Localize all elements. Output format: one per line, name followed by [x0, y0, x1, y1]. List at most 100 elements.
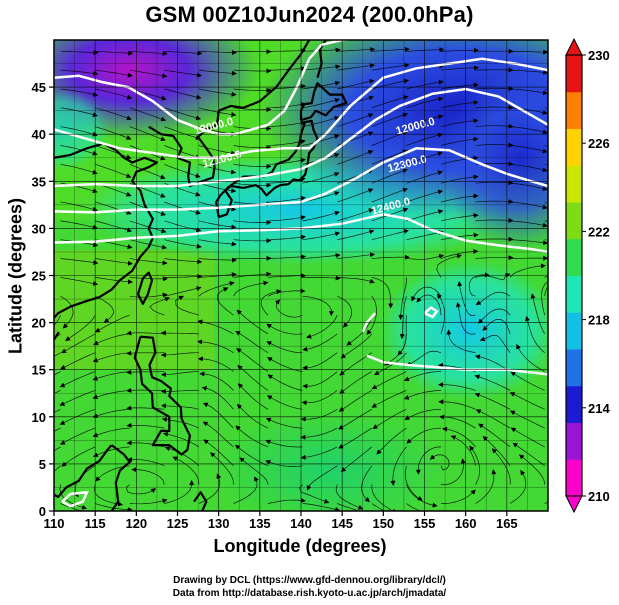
- wind-arrow: [92, 357, 99, 363]
- x-tick-label: 120: [125, 516, 147, 531]
- streamline: [411, 286, 442, 301]
- colorbar-min-arrow: [565, 495, 583, 514]
- streamline: [93, 390, 130, 399]
- streamline: [54, 390, 61, 394]
- streamline: [439, 401, 476, 410]
- wind-arrow: [368, 113, 374, 118]
- streamline: [95, 50, 133, 54]
- wind-arrow: [549, 222, 553, 223]
- wind-arrow: [437, 170, 444, 176]
- wind-arrow: [275, 299, 281, 305]
- wind-arrow: [222, 287, 229, 292]
- streamline: [60, 145, 97, 155]
- coastline: [110, 444, 131, 511]
- wind-arrow: [334, 80, 341, 86]
- wind-arrow: [357, 505, 364, 510]
- wind-arrow: [65, 336, 71, 341]
- colorbar-swatch: [566, 422, 582, 460]
- wind-arrow: [509, 392, 516, 397]
- streamline: [198, 341, 234, 354]
- wind-arrow: [399, 333, 405, 340]
- streamline: [366, 296, 377, 335]
- wind-arrow: [334, 171, 340, 177]
- streamline: [164, 287, 201, 297]
- wind-arrow: [54, 354, 55, 360]
- wind-arrow: [491, 469, 497, 475]
- streamline: [404, 390, 442, 400]
- wind-arrow: [406, 438, 412, 444]
- wind-arrow: [479, 336, 486, 342]
- streamline: [513, 443, 545, 467]
- streamline: [371, 79, 409, 90]
- streamline: [266, 440, 303, 448]
- streamline: [127, 459, 165, 467]
- colorbar-swatch: [566, 275, 582, 313]
- colorbar-tick-label: 226: [588, 136, 610, 151]
- streamline: [129, 258, 167, 264]
- wind-arrow: [95, 476, 101, 482]
- wind-arrow: [125, 154, 132, 160]
- streamline: [200, 373, 234, 391]
- streamline: [61, 446, 96, 467]
- streamline: [404, 371, 442, 381]
- streamline: [93, 352, 130, 362]
- streamline: [478, 423, 511, 448]
- wind-arrow: [127, 260, 133, 266]
- colorbar-tick-label: 218: [588, 313, 610, 328]
- streamline: [400, 277, 407, 320]
- streamline: [371, 48, 409, 52]
- streamline: [440, 138, 478, 146]
- wind-arrow: [475, 409, 482, 414]
- colorbar-swatch: [566, 459, 582, 497]
- wind-arrow: [333, 153, 340, 158]
- streamline: [440, 250, 478, 259]
- y-tick-label: 0: [39, 504, 46, 519]
- streamline: [233, 239, 271, 242]
- wind-arrow: [161, 244, 168, 250]
- wind-arrow: [49, 375, 53, 377]
- wind-arrow: [164, 296, 170, 302]
- streamline: [268, 256, 306, 259]
- wind-arrow: [276, 289, 282, 295]
- streamline: [129, 277, 167, 280]
- wind-arrow: [236, 348, 242, 353]
- wind-arrow: [542, 204, 548, 210]
- wind-arrow: [369, 63, 376, 69]
- gridlines: [54, 40, 548, 511]
- x-tick-label: 135: [249, 516, 271, 531]
- streamline: [510, 107, 547, 114]
- wind-arrow: [126, 227, 133, 233]
- streamline: [337, 48, 375, 52]
- wind-arrow: [92, 188, 98, 194]
- contour-line: [54, 57, 548, 160]
- wind-arrow: [196, 243, 202, 249]
- wind-arrow: [196, 286, 202, 291]
- streamline: [457, 302, 476, 335]
- streamline: [376, 427, 407, 455]
- y-tick-label: 40: [32, 127, 46, 142]
- streamline: [341, 333, 373, 359]
- x-tick-label: 140: [290, 516, 312, 531]
- streamline: [267, 290, 305, 297]
- streamline: [164, 275, 202, 278]
- wind-arrow: [404, 415, 411, 420]
- wind-arrow: [172, 456, 179, 462]
- wind-arrow: [54, 429, 55, 435]
- streamline: [406, 255, 444, 260]
- wind-arrow: [549, 184, 553, 185]
- streamline: [198, 88, 236, 96]
- streamline: [164, 239, 201, 248]
- wind-arrow: [368, 229, 375, 235]
- colorbar-swatch: [566, 128, 582, 166]
- streamline: [61, 333, 96, 354]
- wind-arrow: [509, 410, 516, 416]
- streamline: [203, 402, 234, 429]
- wind-arrow: [542, 222, 548, 228]
- wind-arrow: [367, 150, 374, 155]
- y-tick-label: 10: [32, 410, 46, 425]
- wind-arrow: [237, 383, 244, 389]
- wind-arrow: [549, 275, 553, 276]
- y-tick-label: 15: [32, 363, 46, 378]
- wind-arrow: [368, 208, 374, 213]
